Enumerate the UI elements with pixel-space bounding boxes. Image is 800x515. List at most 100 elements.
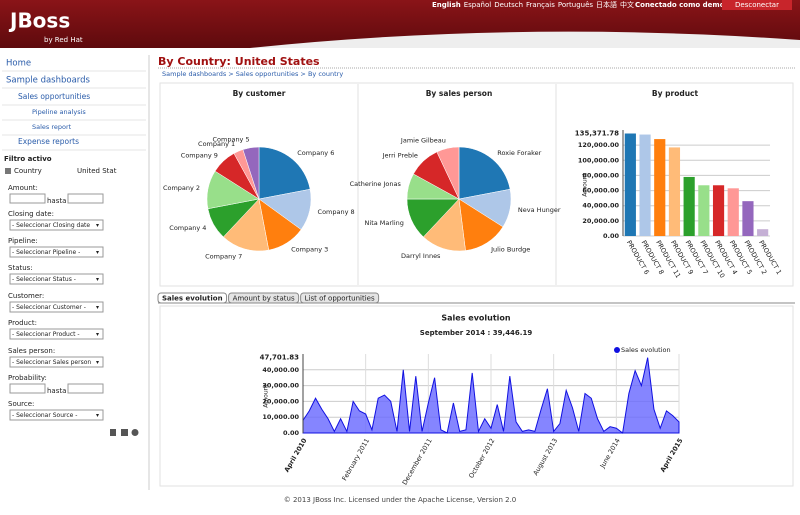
language-link[interactable]: Español [464, 1, 492, 9]
tab-label[interactable]: Sales evolution [162, 295, 223, 303]
slice-label: Jerri Preble [382, 151, 418, 159]
evolution-panel [159, 305, 794, 487]
y-tick-label: 120,000.00 [578, 141, 620, 149]
slice-label: Company 5 [212, 136, 249, 144]
slice-label: Catherine Jonas [350, 180, 402, 188]
filter-input-from[interactable] [9, 193, 46, 204]
filter-select[interactable] [9, 301, 104, 313]
filter-label: Closing date: [8, 210, 54, 218]
user-status: Conectado como demo [635, 1, 725, 9]
filter-to-label: hasta [47, 387, 66, 395]
filter-select-text[interactable]: - Seleccionar Status - [12, 276, 76, 283]
remove-filter-icon[interactable] [5, 168, 11, 174]
language-link[interactable]: English [432, 1, 461, 9]
filter-select[interactable] [9, 246, 104, 258]
tab-label[interactable]: List of opportunities [305, 295, 375, 303]
filter-select[interactable] [9, 328, 104, 340]
filter-label: Source: [8, 400, 34, 408]
bar [668, 147, 681, 236]
area [302, 357, 680, 434]
slice-label: Roxie Foraker [497, 149, 541, 157]
slice-label: Company 6 [297, 149, 334, 157]
chart-title: By product [652, 89, 699, 98]
filter-to-label: hasta [47, 197, 66, 205]
logout-label[interactable]: Desconectar [735, 1, 779, 9]
header-swoosh [250, 31, 800, 48]
language-link[interactable]: Português [558, 1, 594, 9]
y-axis-title: Amount [263, 384, 270, 408]
filter-input-to[interactable] [67, 193, 104, 204]
filter-input-from[interactable] [9, 383, 46, 394]
footer: © 2013 JBoss Inc. Licensed under the Apa… [284, 496, 517, 504]
language-link[interactable]: Deutsch [494, 1, 523, 9]
select-arrow [96, 361, 99, 364]
select-arrow [96, 224, 99, 227]
slice-label: Company 8 [318, 208, 355, 216]
tab[interactable] [228, 292, 300, 304]
active-filter-name: Country [14, 167, 42, 175]
filter-select-text[interactable]: - Seleccionar Customer - [12, 304, 86, 311]
filter-label: Probability: [8, 374, 47, 382]
filter-select-text[interactable]: - Seleccionar Closing date [12, 222, 90, 229]
filter-select-text[interactable]: - Seleccionar Pipeline - [12, 249, 80, 256]
slice-label: Company 7 [205, 253, 242, 261]
filter-select[interactable] [9, 273, 104, 285]
y-tick-label: 20,000.00 [262, 397, 299, 405]
slice-label: Nita Marling [365, 219, 404, 227]
nav-link[interactable]: Sales opportunities [18, 92, 90, 101]
slice-label: Company 2 [163, 184, 200, 192]
language-link[interactable]: Français [526, 1, 555, 9]
slice-label: Company 1 [198, 140, 235, 148]
filter-select-text[interactable]: - Seleccionar Product - [12, 331, 80, 338]
select-arrow [96, 414, 99, 417]
nav-link[interactable]: Expense reports [18, 137, 79, 146]
y-tick-label: 20,000.00 [582, 217, 619, 225]
tab[interactable] [157, 292, 228, 304]
nav-link[interactable]: Sales report [32, 123, 72, 131]
bar [712, 185, 725, 236]
active-filter-value: United Stat [77, 167, 117, 175]
tab-label[interactable]: Amount by status [233, 295, 295, 303]
refresh-icon[interactable] [131, 429, 139, 436]
bar [639, 134, 651, 236]
bar [624, 133, 636, 236]
page-title: By Country: United States [158, 55, 320, 68]
bar [683, 176, 695, 236]
language-link[interactable]: 中文 [620, 0, 634, 9]
pie-slice [242, 146, 260, 200]
y-tick-label: 0.00 [283, 429, 300, 437]
pie-slice [223, 198, 270, 252]
nav-link[interactable]: Sample dashboards [6, 76, 91, 86]
slice-label: Company 4 [169, 224, 206, 232]
bar [654, 139, 666, 236]
tab[interactable] [300, 292, 380, 304]
nav-link[interactable]: Home [6, 59, 31, 69]
logo: JBoss [8, 9, 70, 33]
filter-select-text[interactable]: - Seleccionar Source - [12, 412, 77, 419]
logout-button[interactable] [722, 0, 792, 10]
filter-label: Amount: [8, 184, 38, 192]
filter-select[interactable] [9, 219, 104, 231]
chart-title: Sales evolution [441, 314, 511, 323]
table-icon[interactable] [121, 429, 128, 436]
filter-label: Status: [8, 264, 33, 272]
filter-select-text[interactable]: - Seleccionar Sales person [12, 359, 91, 366]
bar [698, 185, 710, 236]
y-tick-label: 30,000.00 [262, 382, 299, 390]
bar [742, 201, 754, 236]
bar [757, 229, 769, 236]
chart-title: By customer [233, 89, 286, 98]
nav-link[interactable]: Pipeline analysis [32, 108, 86, 116]
filter-heading: Filtro activo [4, 155, 52, 163]
language-link[interactable]: 日本語 [596, 0, 617, 9]
breadcrumb: Sample dashboards > Sales opportunities … [162, 70, 343, 78]
filter-icon[interactable] [110, 429, 116, 436]
slice-label: Julio Burdge [490, 246, 530, 254]
filter-input-to[interactable] [67, 383, 104, 394]
y-axis-title: Amount [582, 173, 589, 197]
y-tick-label: 60,000.00 [582, 187, 619, 195]
legend-marker [614, 347, 620, 353]
max-label: 47,701.83 [260, 354, 300, 362]
filter-select[interactable] [9, 356, 104, 368]
filter-select[interactable] [9, 409, 104, 421]
